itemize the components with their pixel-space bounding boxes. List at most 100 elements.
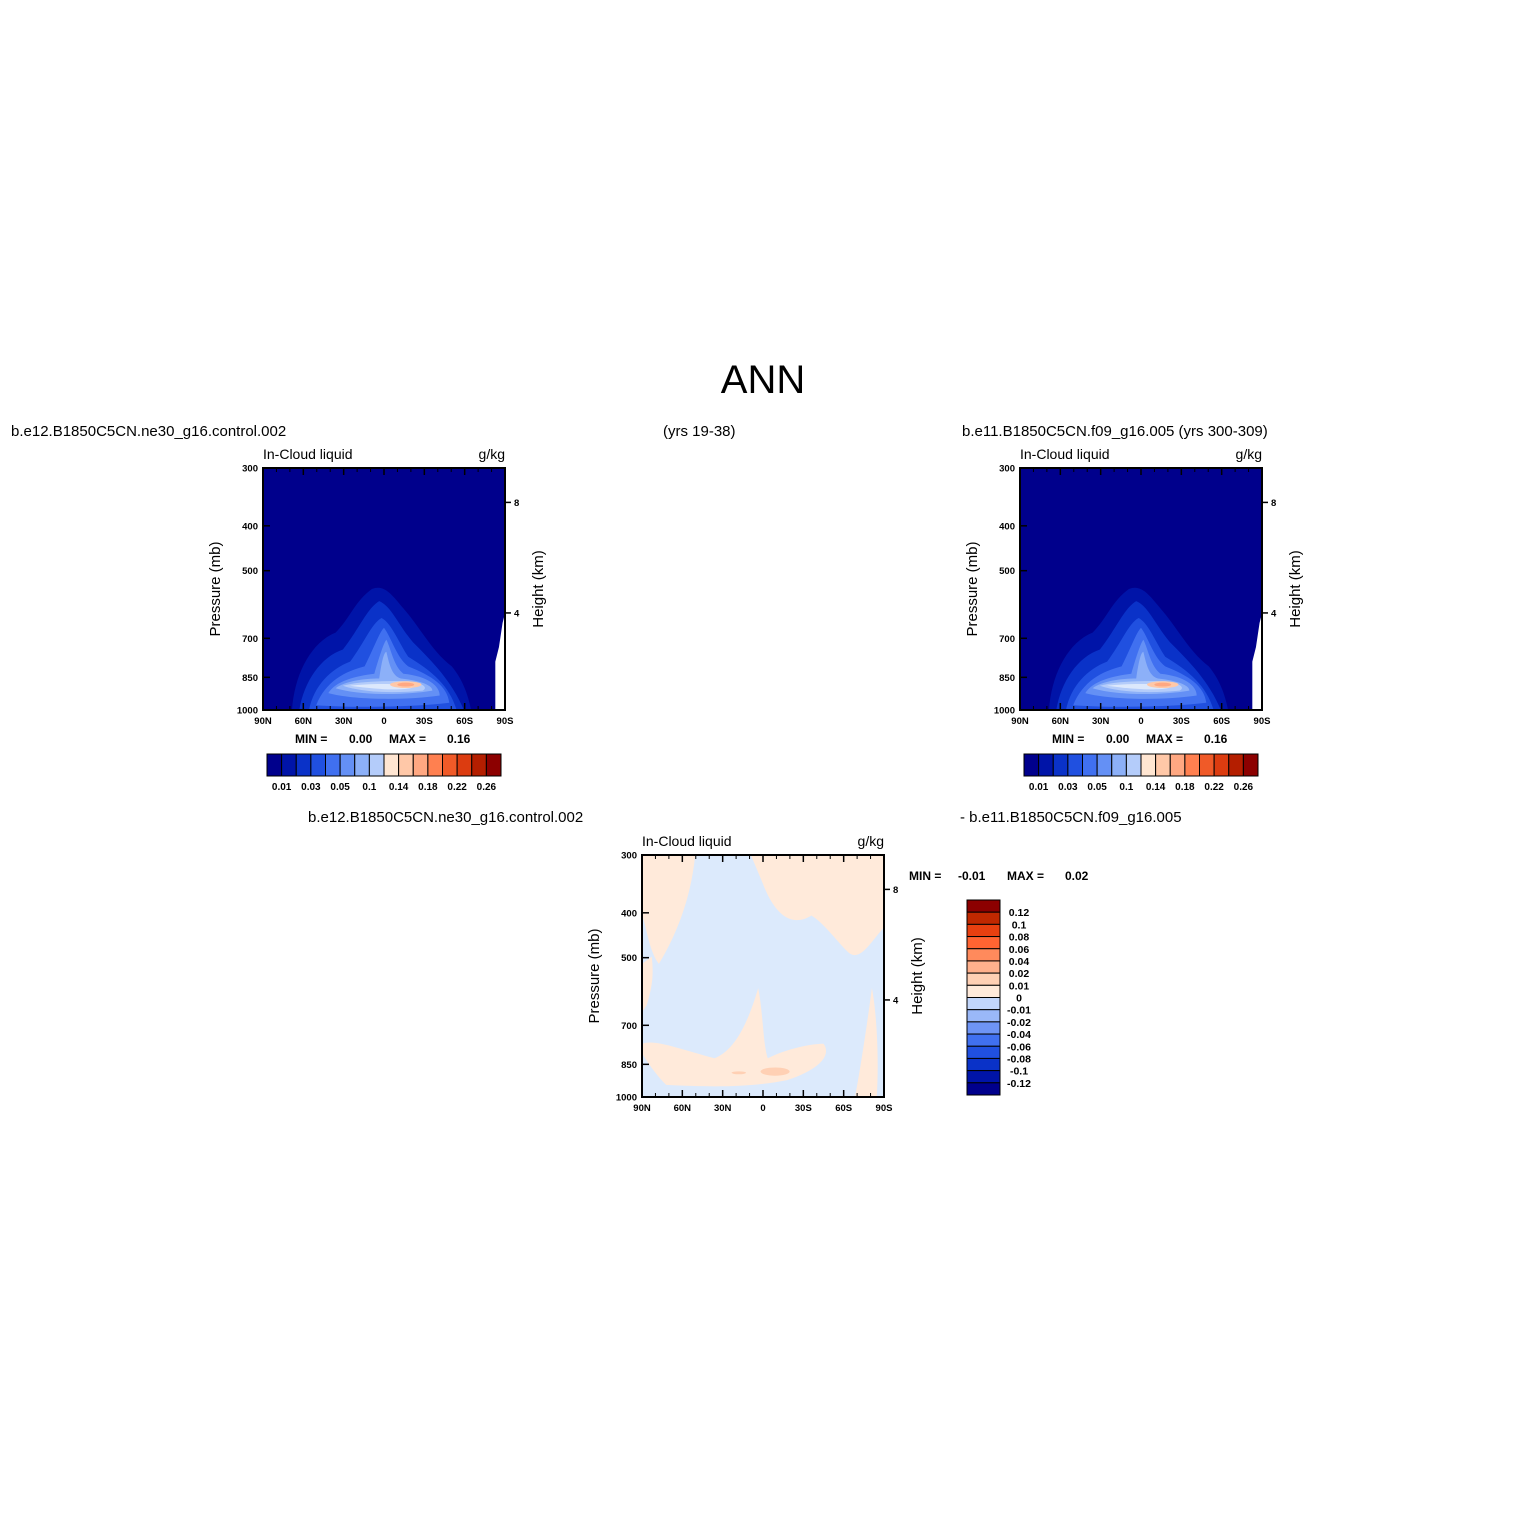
x-tick-label: 30S bbox=[416, 716, 433, 727]
colorbar-label: 0.03 bbox=[301, 782, 321, 793]
colorbar-box bbox=[966, 899, 1001, 913]
colorbar-box bbox=[354, 753, 370, 777]
field-positive-region-1 bbox=[642, 956, 653, 1013]
colorbar-label: 0.1 bbox=[362, 782, 376, 793]
colorbar-label: 0.12 bbox=[1009, 907, 1030, 919]
colorbar-label: -0.08 bbox=[1007, 1053, 1031, 1065]
y-axis-title: Pressure (mb) bbox=[586, 928, 603, 1023]
colorbar-box bbox=[383, 753, 400, 777]
colorbar-box bbox=[398, 753, 414, 777]
panel3-case-label-a: b.e12.B1850C5CN.ne30_g16.control.002 bbox=[308, 809, 583, 826]
colorbar-label: 0.01 bbox=[1009, 980, 1030, 992]
colorbar-box bbox=[442, 753, 458, 777]
colorbar-box bbox=[1096, 753, 1113, 777]
x-tick-label: 0 bbox=[1138, 716, 1143, 727]
x-tick-label: 90S bbox=[1254, 716, 1271, 727]
colorbar-box bbox=[966, 1009, 1001, 1023]
colorbar-box bbox=[966, 1021, 1001, 1035]
colorbar-box bbox=[966, 911, 1001, 925]
x-tick-label: 60S bbox=[456, 716, 473, 727]
colorbar-label: 0.03 bbox=[1058, 782, 1078, 793]
units-label: g/kg bbox=[858, 833, 884, 849]
field-missing-region bbox=[1252, 613, 1262, 710]
colorbar-box bbox=[485, 753, 502, 777]
y-tick-label: 300 bbox=[242, 464, 258, 475]
colorbar-box bbox=[1140, 753, 1157, 777]
y-right-tick-label: 8 bbox=[1271, 498, 1276, 509]
colorbar-box bbox=[1155, 753, 1171, 777]
colorbar-box bbox=[966, 997, 1001, 1011]
field-positive-region-3 bbox=[642, 988, 827, 1087]
colorbar-label: 0.1 bbox=[1012, 919, 1027, 931]
y-tick-label: 850 bbox=[621, 1060, 637, 1071]
colorbar-box bbox=[1199, 753, 1215, 777]
colorbar-box bbox=[966, 1082, 1001, 1096]
y-right-tick-label: 4 bbox=[1271, 608, 1277, 619]
y-tick-label: 500 bbox=[621, 953, 637, 964]
left-title: In-Cloud liquid bbox=[642, 833, 732, 849]
colorbar-label: 0.05 bbox=[330, 782, 350, 793]
x-tick-label: 90N bbox=[254, 716, 272, 727]
colorbar-box bbox=[966, 960, 1001, 974]
colorbar-box bbox=[966, 1057, 1001, 1072]
x-tick-label: 60N bbox=[295, 716, 313, 727]
panel1-years: (yrs 19-38) bbox=[663, 423, 736, 440]
x-tick-label: 30S bbox=[795, 1103, 812, 1114]
y-right-tick-label: 8 bbox=[893, 885, 898, 896]
y-axis-title-right: Height (km) bbox=[530, 550, 547, 628]
colorbar-box bbox=[1169, 753, 1186, 777]
colorbar-label: 0.04 bbox=[1009, 956, 1030, 968]
colorbar-label: 0.26 bbox=[477, 782, 497, 793]
min-value: 0.00 bbox=[1106, 732, 1130, 746]
colorbar-label: -0.01 bbox=[1007, 1005, 1031, 1017]
y-tick-label: 850 bbox=[999, 673, 1015, 684]
y-tick-label: 700 bbox=[999, 634, 1015, 645]
max-label: MAX = bbox=[389, 732, 426, 746]
x-tick-label: 30N bbox=[1092, 716, 1110, 727]
field-positive-region-4 bbox=[855, 988, 878, 1097]
colorbar-box bbox=[966, 948, 1001, 962]
y-right-tick-label: 4 bbox=[514, 608, 520, 619]
panel3-case-label-b: - b.e11.B1850C5CN.f09_g16.005 bbox=[960, 809, 1182, 826]
field-missing-region bbox=[495, 613, 505, 710]
colorbar-box bbox=[966, 1045, 1001, 1059]
max-value: 0.16 bbox=[447, 732, 471, 746]
max-label: MAX = bbox=[1007, 869, 1044, 883]
colorbar-box bbox=[1213, 753, 1230, 777]
colorbar-label: 0.14 bbox=[1146, 782, 1166, 793]
figure-title: ANN bbox=[721, 358, 805, 402]
y-tick-label: 700 bbox=[621, 1021, 637, 1032]
x-tick-label: 30S bbox=[1173, 716, 1190, 727]
x-tick-label: 90S bbox=[876, 1103, 893, 1114]
y-tick-label: 400 bbox=[999, 521, 1015, 532]
max-value: 0.16 bbox=[1204, 732, 1228, 746]
colorbar-box bbox=[966, 1070, 1001, 1084]
y-axis-title-right: Height (km) bbox=[909, 937, 926, 1015]
colorbar-box bbox=[339, 753, 356, 777]
colorbar-box bbox=[966, 1033, 1001, 1047]
colorbar-box bbox=[1023, 753, 1040, 777]
y-axis-title: Pressure (mb) bbox=[207, 541, 224, 636]
colorbar-label: 0.18 bbox=[1175, 782, 1195, 793]
y-right-tick-label: 8 bbox=[514, 498, 519, 509]
colorbar-label: 0 bbox=[1016, 993, 1022, 1005]
y-tick-label: 300 bbox=[999, 464, 1015, 475]
x-tick-label: 90N bbox=[633, 1103, 651, 1114]
colorbar-box bbox=[966, 936, 1001, 950]
y-axis-title: Pressure (mb) bbox=[964, 541, 981, 636]
colorbar-box bbox=[1067, 753, 1083, 777]
x-tick-label: 60S bbox=[835, 1103, 852, 1114]
colorbar-label: 0.05 bbox=[1087, 782, 1107, 793]
colorbar-box bbox=[1125, 753, 1142, 777]
colorbar-box bbox=[966, 972, 1001, 986]
field-contour-0-02 bbox=[731, 1071, 747, 1075]
min-value: 0.00 bbox=[349, 732, 373, 746]
colorbar-label: 0.08 bbox=[1009, 932, 1030, 944]
colorbar-box bbox=[427, 753, 443, 777]
colorbar-box bbox=[310, 753, 326, 777]
colorbar-box bbox=[295, 753, 312, 777]
max-label: MAX = bbox=[1146, 732, 1183, 746]
x-tick-label: 90N bbox=[1011, 716, 1029, 727]
colorbar-label: 0.01 bbox=[1029, 782, 1049, 793]
y-tick-label: 400 bbox=[621, 908, 637, 919]
